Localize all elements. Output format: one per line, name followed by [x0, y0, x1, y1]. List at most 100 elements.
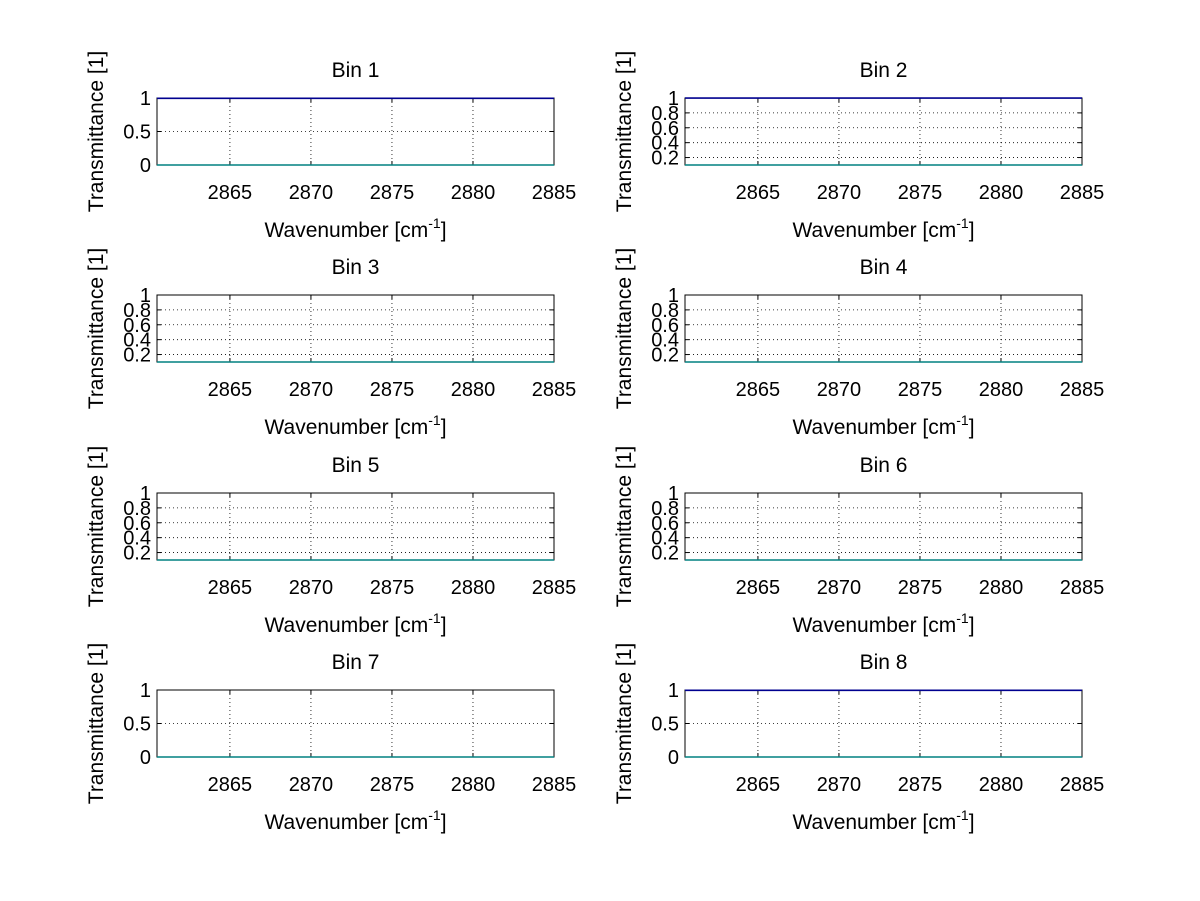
- y-tick-label: 0.6: [123, 315, 151, 337]
- x-axis-label-main: Wavenumber [cm: [264, 416, 428, 439]
- x-tick-label: 2865: [208, 182, 253, 204]
- x-tick-label: 2870: [289, 577, 334, 599]
- y-axis-label: Transmittance [1]: [85, 446, 108, 607]
- y-tick-label: 0.5: [123, 714, 151, 736]
- y-axis-label: Transmittance [1]: [85, 51, 108, 212]
- subplot-bin-7: 2865 2870 2875 2880 2885 0 0.5 1 Bin 7 Wavenumber…: [85, 643, 576, 834]
- y-axis-label: Transmittance [1]: [85, 248, 108, 409]
- y-tick-label: 0.4: [651, 133, 679, 155]
- x-tick-label: 2875: [898, 182, 943, 204]
- y-tick-label: 0.2: [123, 543, 151, 565]
- x-axis-label-end: ]: [969, 811, 975, 834]
- plot-area: [157, 690, 554, 757]
- x-axis-label-main: Wavenumber [cm: [792, 811, 956, 834]
- x-axis-label-superscript: -1: [956, 807, 969, 823]
- y-tick-label: 0.2: [651, 345, 679, 367]
- x-axis-label-end: ]: [441, 614, 447, 637]
- x-axis-label-main: Wavenumber [cm: [264, 811, 428, 834]
- y-tick-label: 0.8: [123, 498, 151, 520]
- x-tick-label: 2870: [817, 577, 862, 599]
- x-tick-label: 2875: [898, 577, 943, 599]
- y-tick-label: 1: [140, 285, 151, 307]
- y-tick-label: 0: [140, 747, 151, 769]
- y-tick-label: 0.6: [651, 315, 679, 337]
- y-tick-label: 1: [140, 483, 151, 505]
- x-axis-label-main: Wavenumber [cm: [792, 614, 956, 637]
- x-tick-label: 2865: [736, 577, 781, 599]
- y-tick-label: 0: [140, 155, 151, 177]
- subplot-title: Bin 1: [332, 59, 380, 82]
- subplot-title: Bin 4: [860, 256, 908, 279]
- x-tick-label: 2880: [451, 577, 496, 599]
- y-tick-label: 0.8: [651, 103, 679, 125]
- x-axis-label-end: ]: [969, 416, 975, 439]
- x-axis-label-main: Wavenumber [cm: [264, 614, 428, 637]
- x-axis-label-superscript: -1: [956, 215, 969, 231]
- subplot-bin-2: 2865 2870 2875 2880 2885 0.20.40.60.81 Bin 2 Wa…: [613, 51, 1104, 242]
- plot-area: [685, 493, 1082, 560]
- y-tick-label: 1: [668, 285, 679, 307]
- x-axis-label-end: ]: [441, 219, 447, 242]
- y-axis-label: Transmittance [1]: [613, 248, 636, 409]
- x-axis-label-main: Wavenumber [cm: [792, 219, 956, 242]
- x-axis-label-superscript: -1: [428, 412, 441, 428]
- x-tick-label: 2885: [1060, 577, 1105, 599]
- subplot-bin-6: 2865 2870 2875 2880 2885 0.20.40.60.81 Bin 6 Wa…: [613, 446, 1104, 637]
- x-tick-label: 2870: [289, 774, 334, 796]
- x-tick-label: 2880: [979, 182, 1024, 204]
- y-tick-label: 0.2: [123, 345, 151, 367]
- y-tick-label: 0.5: [123, 122, 151, 144]
- x-axis-label-main: Wavenumber [cm: [264, 219, 428, 242]
- y-tick-label: 0.6: [651, 513, 679, 535]
- y-tick-label: 0.4: [651, 528, 679, 550]
- y-tick-label: 0.4: [123, 330, 151, 352]
- y-axis-label: Transmittance [1]: [613, 51, 636, 212]
- subplot-title: Bin 2: [860, 59, 908, 82]
- x-tick-label: 2875: [370, 774, 415, 796]
- y-axis-label: Transmittance [1]: [613, 446, 636, 607]
- x-tick-label: 2880: [979, 774, 1024, 796]
- x-axis-label: Wavenumber [cm-1]: [792, 412, 974, 439]
- subplot-title: Bin 3: [332, 256, 380, 279]
- subplot-title: Bin 6: [860, 454, 908, 477]
- y-tick-label: 1: [668, 483, 679, 505]
- x-axis-label: Wavenumber [cm-1]: [264, 807, 446, 834]
- y-tick-label: 0.2: [651, 543, 679, 565]
- x-axis-label-superscript: -1: [428, 610, 441, 626]
- x-tick-label: 2865: [736, 182, 781, 204]
- x-tick-label: 2880: [451, 379, 496, 401]
- x-tick-label: 2875: [370, 182, 415, 204]
- x-tick-label: 2875: [370, 379, 415, 401]
- x-tick-label: 2870: [817, 182, 862, 204]
- x-axis-label: Wavenumber [cm-1]: [264, 412, 446, 439]
- x-axis-label-end: ]: [969, 219, 975, 242]
- x-tick-label: 2885: [532, 577, 577, 599]
- y-tick-label: 1: [668, 88, 679, 110]
- x-tick-label: 2865: [208, 577, 253, 599]
- plot-area: [157, 295, 554, 362]
- subplot-title: Bin 7: [332, 651, 380, 674]
- x-tick-label: 2885: [1060, 379, 1105, 401]
- y-tick-label: 0.8: [651, 498, 679, 520]
- subplot-bin-3: 2865 2870 2875 2880 2885 0.20.40.60.81 Bin 3 Wa…: [85, 248, 576, 439]
- y-tick-label: 0.6: [123, 513, 151, 535]
- x-axis-label-end: ]: [969, 614, 975, 637]
- subplot-bin-4: 2865 2870 2875 2880 2885 0.20.40.60.81 Bin 4 Wa…: [613, 248, 1104, 439]
- y-axis-label: Transmittance [1]: [613, 643, 636, 804]
- x-tick-label: 2870: [817, 774, 862, 796]
- x-tick-label: 2865: [208, 774, 253, 796]
- x-axis-label-end: ]: [441, 416, 447, 439]
- x-tick-label: 2870: [817, 379, 862, 401]
- subplot-bin-8: 2865 2870 2875 2880 2885 0 0.5 1 Bin 8 Wavenumber…: [613, 643, 1104, 834]
- x-tick-label: 2865: [736, 774, 781, 796]
- x-axis-label: Wavenumber [cm-1]: [264, 610, 446, 637]
- y-tick-label: 1: [668, 680, 679, 702]
- y-axis-label: Transmittance [1]: [85, 643, 108, 804]
- y-tick-label: 0.8: [123, 300, 151, 322]
- plot-area: [685, 98, 1082, 165]
- plot-area: [685, 295, 1082, 362]
- x-tick-label: 2875: [370, 577, 415, 599]
- x-axis-label: Wavenumber [cm-1]: [264, 215, 446, 242]
- x-tick-label: 2880: [979, 577, 1024, 599]
- subplot-title: Bin 5: [332, 454, 380, 477]
